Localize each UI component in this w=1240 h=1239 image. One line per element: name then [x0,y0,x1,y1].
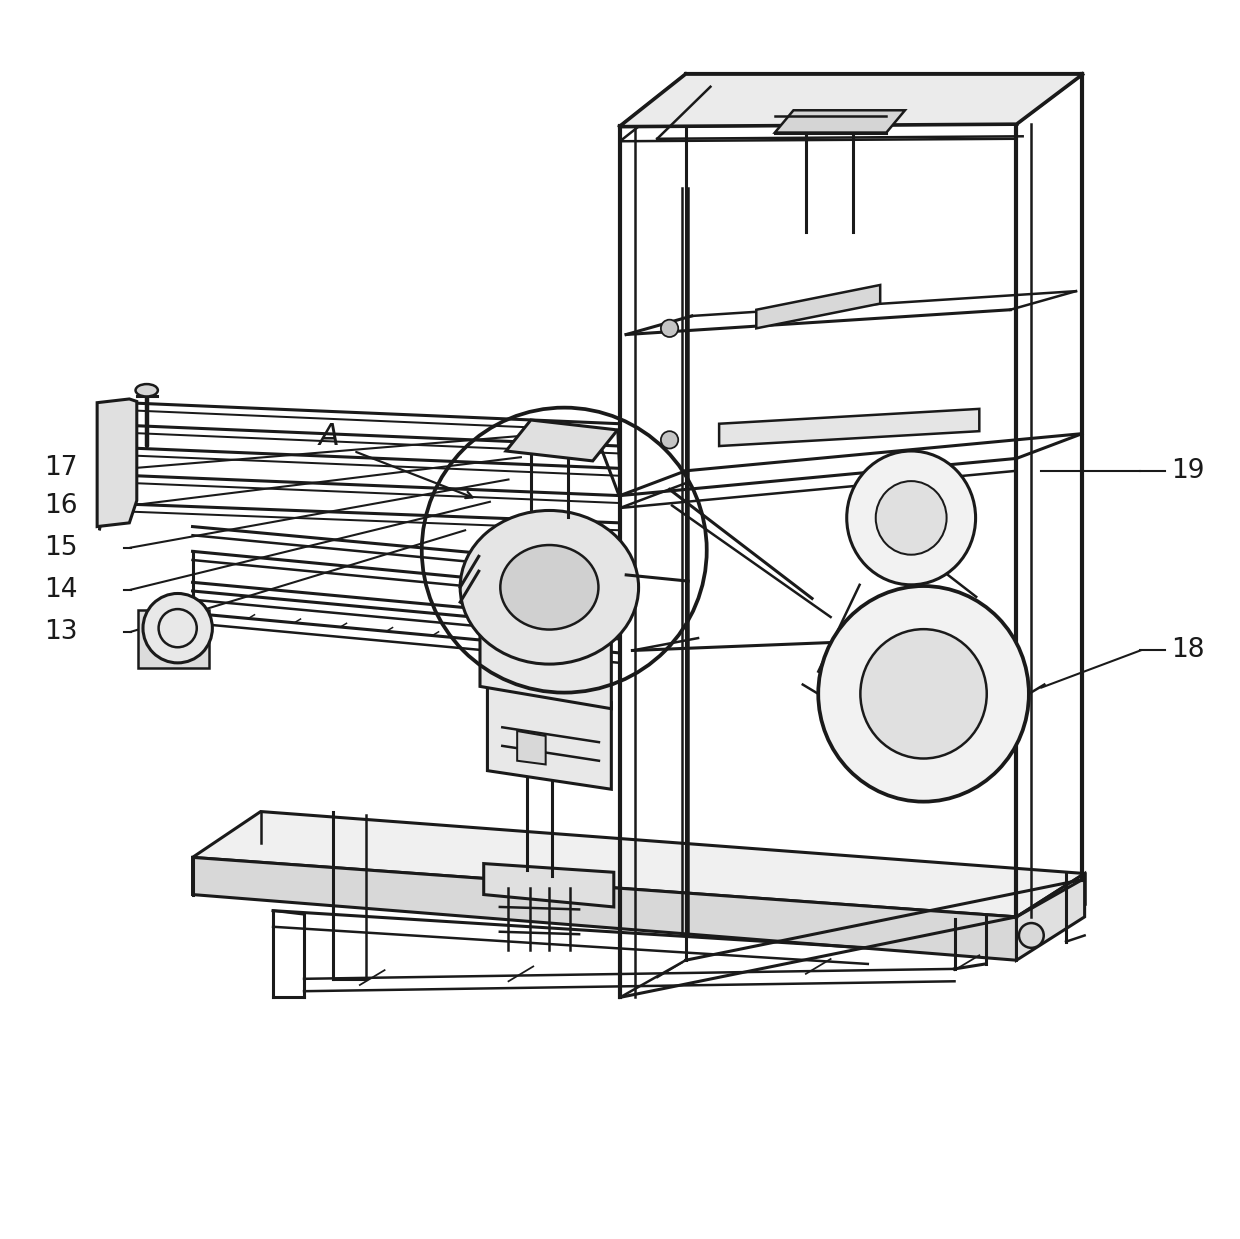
Polygon shape [97,399,136,527]
Polygon shape [487,686,611,789]
Ellipse shape [661,431,678,449]
Ellipse shape [875,481,946,555]
Ellipse shape [1019,923,1044,948]
Text: A: A [319,421,340,451]
Polygon shape [620,74,1083,126]
Polygon shape [480,612,611,709]
Ellipse shape [818,586,1029,802]
Text: 15: 15 [43,535,77,560]
Polygon shape [517,731,546,764]
Ellipse shape [460,510,639,664]
Text: 16: 16 [43,493,77,518]
Text: 18: 18 [1172,638,1205,663]
Text: 17: 17 [43,456,77,481]
Text: 13: 13 [43,620,77,644]
Ellipse shape [847,451,976,585]
Text: 14: 14 [43,577,77,602]
Polygon shape [484,864,614,907]
Polygon shape [99,403,124,530]
Polygon shape [138,610,208,668]
Ellipse shape [661,320,678,337]
Polygon shape [1017,873,1085,960]
Polygon shape [192,857,1017,960]
Polygon shape [719,409,980,446]
Ellipse shape [143,593,212,663]
Polygon shape [756,285,880,328]
Ellipse shape [500,545,599,629]
Polygon shape [192,812,1085,917]
Polygon shape [506,420,618,461]
Ellipse shape [135,384,157,396]
Polygon shape [775,110,905,133]
Text: 19: 19 [1172,458,1205,483]
Ellipse shape [861,629,987,758]
